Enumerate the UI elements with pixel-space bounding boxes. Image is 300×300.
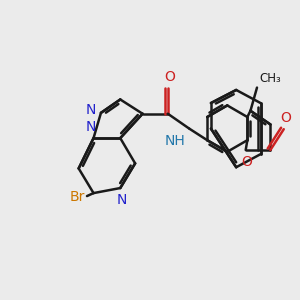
Text: NH: NH xyxy=(165,134,186,148)
Text: N: N xyxy=(117,194,127,207)
Text: O: O xyxy=(281,111,292,125)
Text: O: O xyxy=(164,70,175,84)
Text: N: N xyxy=(85,103,96,118)
Text: N: N xyxy=(86,120,96,134)
Text: Br: Br xyxy=(69,190,85,204)
Text: O: O xyxy=(241,155,252,169)
Text: CH₃: CH₃ xyxy=(260,72,281,85)
